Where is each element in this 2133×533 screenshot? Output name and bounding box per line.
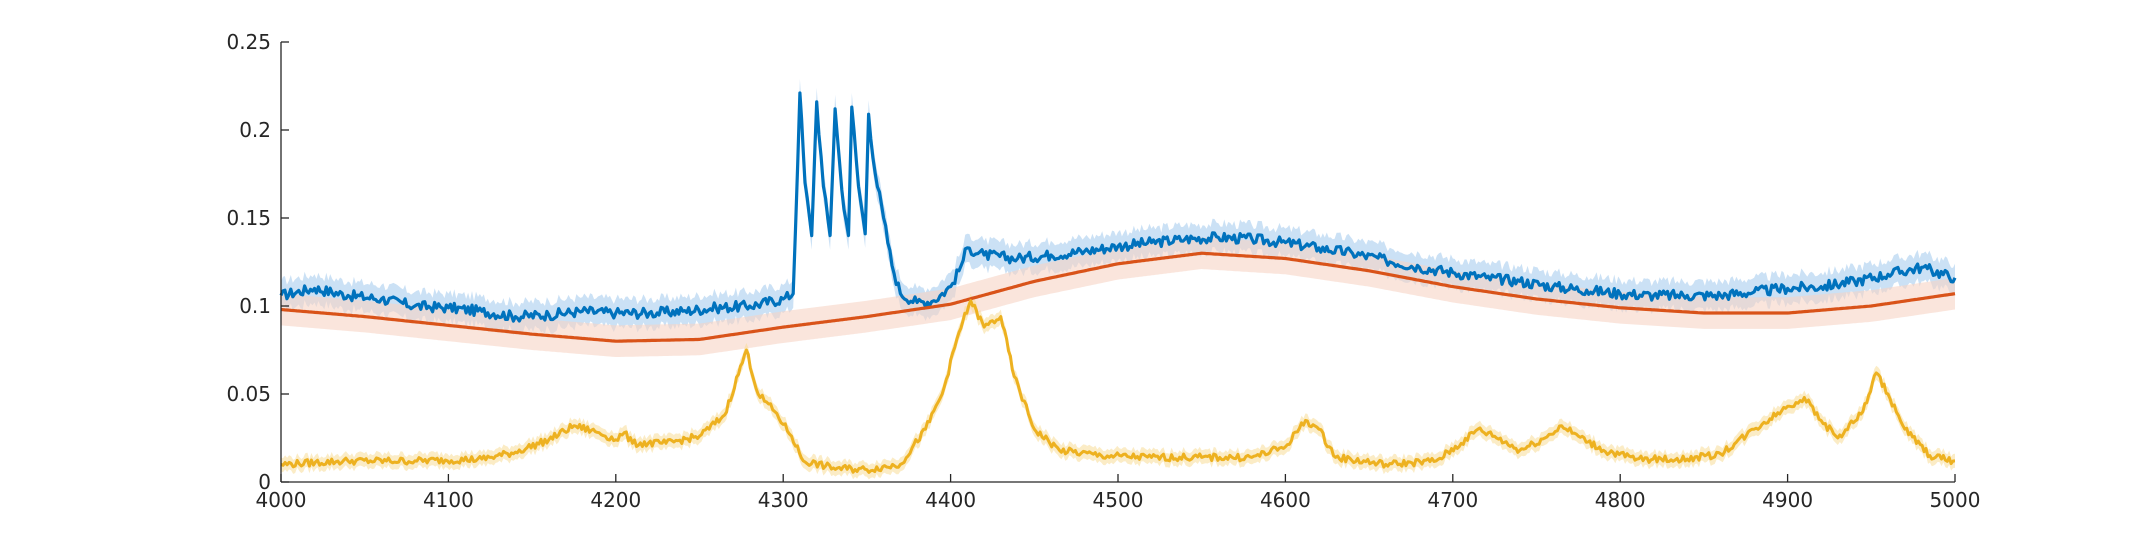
series-2-line	[280, 251, 1956, 343]
x-tick-label: 5000	[1930, 488, 1981, 512]
y-tick-label: 0.15	[226, 206, 271, 230]
axes: 4000 4100 4200 4300 4400 4500 4600 4700 4800 4900…	[226, 30, 1980, 512]
x-tick-label: 4500	[1093, 488, 1144, 512]
y-tick-label: 0.2	[239, 118, 271, 142]
confidence-bands	[281, 79, 1955, 480]
series-1-line	[279, 91, 1957, 323]
y-tick-label: 0.25	[226, 30, 271, 54]
x-tick-label: 4000	[256, 488, 307, 512]
y-tick-label: 0.1	[239, 294, 271, 318]
x-tick-label: 4800	[1595, 488, 1646, 512]
x-tick-label: 4600	[1260, 488, 1311, 512]
series-3-line	[280, 299, 1956, 474]
series-2-band	[281, 237, 1955, 357]
series-lines	[279, 91, 1957, 474]
x-tick-label: 4300	[758, 488, 809, 512]
x-tick-label: 4700	[1427, 488, 1478, 512]
x-tick-label: 4400	[925, 488, 976, 512]
y-tick-label: 0	[258, 470, 271, 494]
y-axis-ticks: 0 0.05 0.1 0.15 0.2 0.25	[226, 30, 289, 494]
x-tick-label: 4900	[1762, 488, 1813, 512]
x-tick-label: 4200	[590, 488, 641, 512]
series-1-band	[281, 79, 1955, 336]
y-tick-label: 0.05	[226, 382, 271, 406]
series-3-band	[281, 293, 1955, 480]
x-axis-ticks: 4000 4100 4200 4300 4400 4500 4600 4700 4800 4900…	[256, 474, 1981, 512]
x-tick-label: 4100	[423, 488, 474, 512]
